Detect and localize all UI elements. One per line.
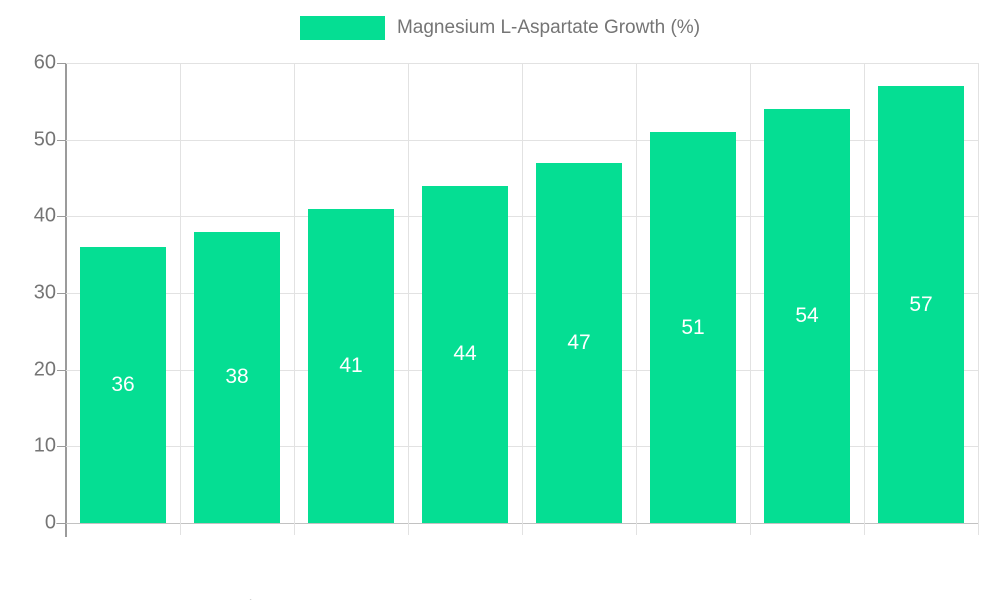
- y-axis-label: 30: [33, 281, 56, 304]
- v-gridline: [864, 63, 865, 535]
- bar-value-label: 44: [453, 342, 477, 366]
- bar-2028-2029[interactable]: 44: [422, 185, 508, 523]
- y-axis-label: 50: [33, 128, 56, 151]
- legend: Magnesium L-Aspartate Growth (%): [0, 16, 1000, 40]
- y-axis-label: 20: [33, 358, 56, 381]
- legend-swatch[interactable]: [299, 16, 385, 40]
- bar-2030-2031[interactable]: 51: [650, 132, 736, 523]
- x-axis-label: 2027-2028: [275, 596, 373, 600]
- y-axis-line: [65, 63, 67, 537]
- y-axis-label: 10: [33, 434, 56, 457]
- bar-2026-2027[interactable]: 38: [194, 231, 280, 523]
- y-axis-tick: [57, 446, 66, 448]
- bar-value-label: 47: [567, 330, 591, 354]
- y-axis-tick: [57, 63, 66, 64]
- v-gridline: [180, 63, 181, 535]
- v-gridline: [522, 63, 523, 535]
- y-axis-tick: [57, 369, 66, 371]
- bar-value-label: 38: [225, 365, 249, 389]
- v-gridline: [408, 63, 409, 535]
- plot-area: 0 10 20 30 40 50 60 36 38 41 44 47 51 54 57 2025-2026…: [34, 52, 979, 600]
- v-gridline: [294, 63, 295, 535]
- v-gridline: [750, 63, 751, 535]
- y-axis-tick: [57, 139, 66, 141]
- bar-2025-2026[interactable]: 36: [80, 247, 166, 523]
- bar-value-label: 54: [795, 304, 819, 327]
- bar-value-label: 51: [681, 315, 705, 339]
- y-axis-label: 60: [33, 51, 56, 74]
- bar-value-label: 36: [111, 373, 135, 396]
- bar-2029-2030[interactable]: 47: [536, 162, 622, 523]
- y-axis-tick: [57, 293, 66, 294]
- bar-value-label: 41: [339, 353, 363, 377]
- v-gridline: [978, 63, 979, 535]
- y-axis-label: 0: [44, 511, 56, 534]
- bar-2027-2028[interactable]: 41: [308, 208, 394, 523]
- x-axis-label: 2032-2033: [845, 596, 943, 600]
- legend-label[interactable]: Magnesium L-Aspartate Growth (%): [396, 17, 701, 38]
- v-gridline: [636, 63, 637, 535]
- y-axis-tick: [57, 216, 66, 218]
- x-axis-label: 2028-2029: [389, 596, 487, 600]
- bar-value-label: 57: [909, 292, 933, 316]
- y-axis-tick: [57, 523, 66, 524]
- x-axis-line: [56, 523, 978, 524]
- x-axis-label: 2031-2032: [731, 596, 829, 600]
- x-axis-label: 2026-2027: [161, 596, 259, 600]
- x-axis-label: 2025-2026: [47, 596, 145, 600]
- bar-2032-2033[interactable]: 57: [878, 86, 964, 523]
- bar-2031-2032[interactable]: 54: [764, 109, 850, 523]
- y-axis-label: 40: [33, 204, 56, 227]
